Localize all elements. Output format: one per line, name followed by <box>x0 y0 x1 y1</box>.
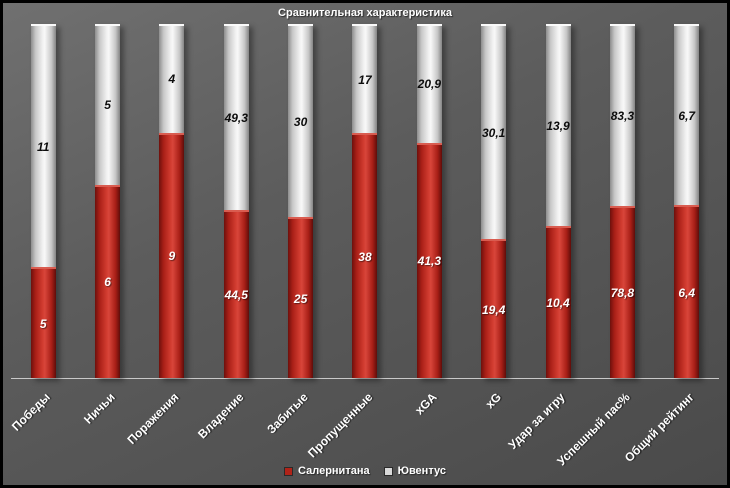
bar-9-Успешный пас%[interactable]: 83,3 78,8 <box>609 24 635 378</box>
segment-salernitana-7[interactable]: 19,4 <box>481 239 507 378</box>
x-axis-label-6: xGA <box>411 390 440 418</box>
value-label-salernitana-4: 25 <box>293 291 308 306</box>
value-label-salernitana-2: 9 <box>168 249 176 264</box>
plot-area: 11 5 5 6 4 9 49,3 44,5 30 25 17 38 20,9 41,3 30,1 19,4 1… <box>11 24 719 379</box>
segment-salernitana-6[interactable]: 41,3 <box>416 142 442 378</box>
segment-juventus-4[interactable]: 30 <box>288 24 314 218</box>
bar-3-Владение[interactable]: 49,3 44,5 <box>223 24 249 378</box>
x-slot-6: xGA <box>397 380 461 458</box>
segment-juventus-8[interactable]: 13,9 <box>545 24 571 227</box>
segment-juventus-6[interactable]: 20,9 <box>416 24 442 143</box>
segment-juventus-5[interactable]: 17 <box>352 24 378 134</box>
segment-salernitana-4[interactable]: 25 <box>288 217 314 378</box>
value-label-salernitana-1: 6 <box>104 275 111 290</box>
value-label-salernitana-10: 6,4 <box>678 285 696 300</box>
segment-juventus-0[interactable]: 11 <box>30 24 56 268</box>
value-label-juventus-10: 6,7 <box>678 108 696 123</box>
segment-salernitana-3[interactable]: 44,5 <box>223 210 249 378</box>
value-label-juventus-9: 83,3 <box>610 108 635 123</box>
segment-juventus-3[interactable]: 49,3 <box>223 24 249 211</box>
value-label-salernitana-0: 5 <box>39 316 47 331</box>
x-slot-10: Общий рейтинг <box>622 380 719 465</box>
x-axis-label-1: Ничьи <box>80 390 118 427</box>
x-slot-0: Победы <box>9 380 75 458</box>
value-label-salernitana-7: 19,4 <box>482 302 506 317</box>
bar-6-xGA[interactable]: 20,9 41,3 <box>416 24 442 378</box>
value-label-juventus-4: 30 <box>293 114 308 129</box>
value-label-juventus-7: 30,1 <box>482 125 506 140</box>
segment-juventus-2[interactable]: 4 <box>159 24 185 133</box>
bar-7-xG[interactable]: 30,1 19,4 <box>481 24 507 378</box>
value-label-juventus-2: 4 <box>168 72 176 87</box>
segment-salernitana-0[interactable]: 5 <box>30 267 56 378</box>
x-slot-1: Ничьи <box>75 380 139 458</box>
bar-10-Общий рейтинг[interactable]: 6,7 6,4 <box>674 24 700 378</box>
legend-item-salernitana[interactable]: Салернитана <box>284 465 370 477</box>
x-axis-label-4: Забитые <box>264 390 311 437</box>
x-axis-label-0: Победы <box>9 390 54 434</box>
bar-4-Забитые[interactable]: 30 25 <box>288 24 314 378</box>
bar-8-Удар за игру[interactable]: 13,9 10,4 <box>545 24 571 378</box>
x-axis-label-7: xG <box>482 390 504 412</box>
segment-salernitana-10[interactable]: 6,4 <box>674 205 700 378</box>
x-axis-labels: Победы Ничьи Поражения Владение Забитые Пропу… <box>9 380 719 468</box>
segment-juventus-1[interactable]: 5 <box>95 24 121 185</box>
value-label-salernitana-8: 10,4 <box>546 296 570 311</box>
value-label-juventus-1: 5 <box>104 98 111 113</box>
bar-0-Победы[interactable]: 11 5 <box>30 24 56 378</box>
legend-label-salernitana: Салернитана <box>298 465 370 477</box>
x-slot-5: Пропущенные <box>305 380 397 460</box>
value-label-juventus-5: 17 <box>358 72 372 87</box>
value-label-juventus-3: 49,3 <box>224 111 248 126</box>
bars-container: 11 5 5 6 4 9 49,3 44,5 30 25 17 38 20,9 41,3 30,1 19,4 1… <box>11 24 719 378</box>
legend-swatch-juventus <box>383 466 393 476</box>
value-label-juventus-6: 20,9 <box>417 77 441 92</box>
value-label-salernitana-9: 78,8 <box>610 285 635 300</box>
value-label-juventus-8: 13,9 <box>546 119 570 134</box>
value-label-salernitana-5: 38 <box>358 249 372 264</box>
value-label-juventus-0: 11 <box>36 139 50 154</box>
legend-swatch-salernitana <box>284 466 294 476</box>
bar-5-Пропущенные[interactable]: 17 38 <box>352 24 378 378</box>
legend-label-juventus: Ювентус <box>397 465 446 477</box>
legend-item-juventus[interactable]: Ювентус <box>383 465 446 477</box>
chart-title: Сравнительная характеристика <box>278 7 452 19</box>
segment-salernitana-5[interactable]: 38 <box>352 133 378 378</box>
segment-salernitana-1[interactable]: 6 <box>95 184 121 378</box>
segment-juventus-10[interactable]: 6,7 <box>674 24 700 206</box>
segment-salernitana-8[interactable]: 10,4 <box>545 226 571 378</box>
segment-juventus-7[interactable]: 30,1 <box>481 24 507 240</box>
segment-salernitana-2[interactable]: 9 <box>159 132 185 378</box>
x-slot-2: Поражения <box>125 380 204 458</box>
x-slot-3: Владение <box>195 380 268 458</box>
legend: Салернитана Ювентус <box>3 465 727 477</box>
segment-salernitana-9[interactable]: 78,8 <box>609 205 635 378</box>
value-label-salernitana-6: 41,3 <box>417 254 441 269</box>
segment-juventus-9[interactable]: 83,3 <box>609 24 635 206</box>
value-label-salernitana-3: 44,5 <box>224 288 248 303</box>
